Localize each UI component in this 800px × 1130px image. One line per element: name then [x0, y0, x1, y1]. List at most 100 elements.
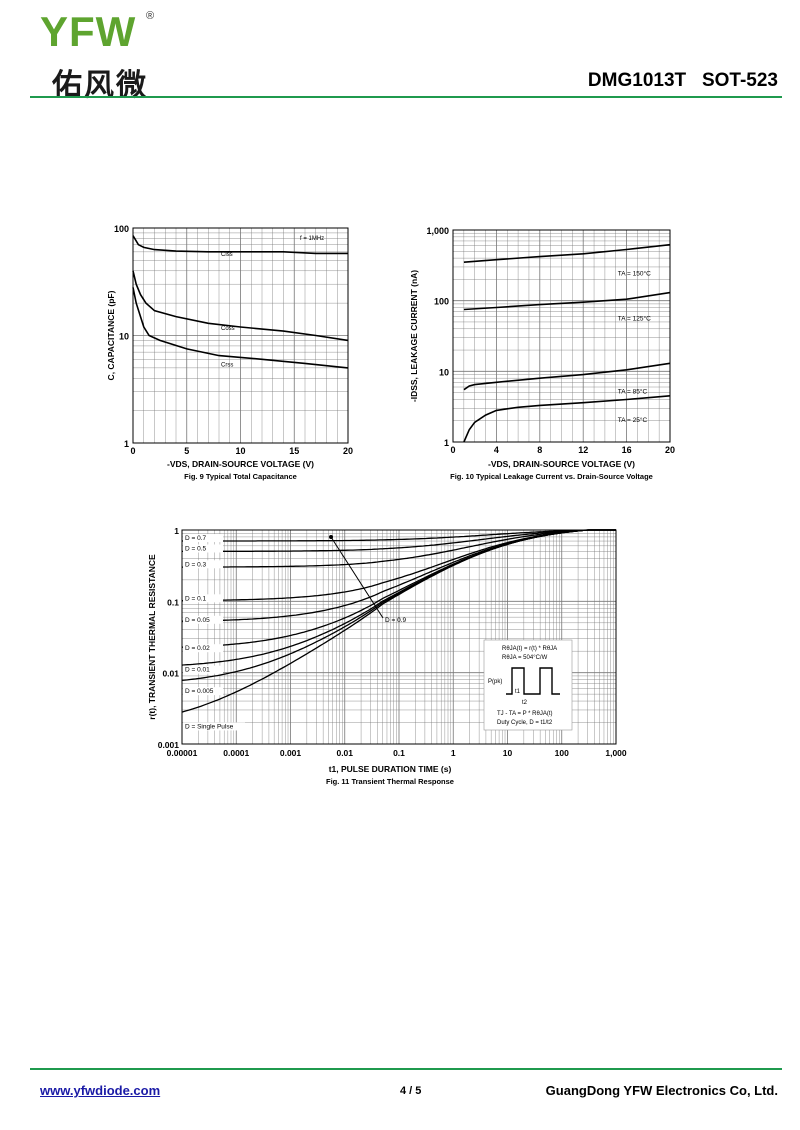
fig11-thermal-chart: D = 0.7 D = 0.5 D = 0.3 D = 0.1 D = 0.05 D = …	[147, 526, 627, 786]
series-label: D = 0.7	[185, 535, 207, 542]
series-label: Coss	[221, 326, 235, 332]
series-label: D = 0.3	[185, 561, 207, 568]
series-label: TA = 85°C	[618, 388, 648, 396]
x-tick-label: 20	[665, 445, 675, 455]
y-tick-label: 100	[114, 224, 129, 234]
figure-caption: Fig. 10 Typical Leakage Current vs. Drai…	[450, 472, 653, 481]
y-tick-label: 10	[439, 367, 449, 377]
plot-frame	[132, 227, 349, 444]
y-axis-label: r(t), TRANSIENT THERMAL RESISTANCE	[147, 554, 157, 720]
series-line	[182, 529, 616, 568]
y-tick-label: 0.01	[162, 669, 179, 679]
y-tick-label: 1,000	[426, 226, 449, 236]
y-tick-label: 1	[124, 439, 129, 449]
x-tick-label: 1,000	[605, 748, 627, 758]
series-line-coss	[132, 270, 349, 342]
x-tick-label: 15	[289, 446, 299, 456]
series-line	[181, 529, 616, 713]
inset-box	[483, 639, 573, 731]
series-label-bg	[183, 644, 223, 653]
series-line	[463, 291, 671, 311]
series-label: D = 0.1	[185, 595, 207, 602]
x-axis-label: -VDS, DRAIN-SOURCE VOLTAGE (V)	[488, 459, 635, 469]
series-label-bg	[183, 665, 223, 674]
series-label: D = 0.005	[185, 688, 214, 695]
series-line	[182, 529, 616, 553]
inset-formula-2: RθJA = 504°C/W	[502, 655, 548, 661]
website-link[interactable]: www.yfwdiode.com	[40, 1083, 161, 1098]
series-label: Crss	[221, 363, 233, 369]
annotation-pointer	[330, 536, 384, 619]
x-axis-label: -VDS, DRAIN-SOURCE VOLTAGE (V)	[167, 459, 314, 469]
series-label-bg	[183, 544, 223, 553]
footer-rule	[30, 1068, 782, 1070]
series-label: TA = 25°C	[618, 416, 648, 424]
x-tick-label: 20	[343, 446, 353, 456]
inset-formula-3: TJ - TA = P * RθJA(t)	[497, 711, 553, 717]
company-name: GuangDong YFW Electronics Co, Ltd.	[545, 1083, 778, 1098]
registered-mark: ®	[146, 10, 155, 22]
y-tick-label: 1	[444, 438, 449, 448]
annotation-frequency: f = 1MHz	[300, 236, 324, 242]
series-label-bg	[183, 534, 223, 543]
x-tick-label: 12	[578, 445, 588, 455]
x-axis-label: t1, PULSE DURATION TIME (s)	[329, 764, 452, 774]
figure-caption: Fig. 11 Transient Thermal Response	[326, 777, 454, 786]
part-number: DMG1013T SOT-523	[587, 70, 778, 91]
x-tick-label: 0.01	[336, 748, 353, 758]
inset-formula-4: Duty Cycle, D = t1/t2	[497, 720, 553, 726]
x-tick-label: 0.001	[280, 748, 302, 758]
x-tick-label: 0	[130, 446, 135, 456]
series-line	[182, 529, 616, 542]
series-label-bg	[183, 722, 245, 731]
y-tick-label: 1	[174, 526, 179, 536]
series-label: D = 0.05	[185, 617, 210, 624]
plot-frame	[452, 229, 671, 443]
series-label: D = 0.5	[185, 545, 207, 552]
header-rule	[30, 96, 782, 98]
y-axis-label: -IDSS, LEAKAGE CURRENT (nA)	[409, 270, 419, 402]
inset-pulse-waveform	[506, 667, 560, 695]
annotation-label: D = 0.9	[385, 617, 407, 624]
y-axis-label: C, CAPACITANCE (pF)	[106, 290, 116, 380]
x-tick-label: 4	[494, 445, 499, 455]
x-tick-label: 10	[235, 446, 245, 456]
series-label-bg	[183, 687, 223, 696]
series-label: D = Single Pulse	[185, 723, 234, 730]
series-label: TA = 150°C	[618, 269, 651, 277]
series-line	[463, 395, 671, 443]
series-label-bg	[183, 560, 223, 569]
plot-frame	[181, 529, 617, 745]
y-tick-label: 100	[434, 297, 449, 307]
inset-formula-1: RθJA(t) = r(t) * RθJA	[502, 646, 557, 652]
series-line	[463, 362, 671, 391]
x-tick-label: 10	[503, 748, 513, 758]
inset-t2-label: t2	[522, 700, 528, 706]
x-tick-label: 0.1	[393, 748, 405, 758]
x-tick-label: 16	[622, 445, 632, 455]
series-label: TA = 125°C	[618, 314, 651, 322]
figure-caption: Fig. 9 Typical Total Capacitance	[184, 472, 297, 481]
y-tick-label: 0.001	[158, 740, 180, 750]
series-line-crss	[132, 287, 349, 369]
page-number: 4 / 5	[400, 1085, 422, 1097]
inset-pulse-label: P(pk)	[488, 679, 502, 685]
x-tick-label: 0.0001	[223, 748, 249, 758]
x-tick-label: 5	[184, 446, 189, 456]
series-line-ciss	[132, 235, 348, 255]
series-line	[463, 243, 671, 263]
annotation-dot	[329, 535, 333, 539]
series-label: D = 0.02	[185, 645, 210, 652]
y-tick-label: 10	[119, 332, 129, 342]
series-label-bg	[183, 594, 223, 603]
fig10-leakage-chart: TA = 150°C TA = 125°C TA = 85°C TA = 25°C 0 4…	[409, 226, 675, 481]
x-tick-label: 0.00001	[167, 748, 198, 758]
inset-t1-label: t1	[515, 689, 521, 695]
x-tick-label: 8	[537, 445, 542, 455]
company-logo-latin: YFW	[40, 8, 137, 55]
x-tick-label: 1	[451, 748, 456, 758]
fig9-capacitance-chart: Ciss Coss Crss f = 1MHz 0 5 10 15 20 1 10 100 -VDS, …	[106, 224, 353, 481]
x-tick-label: 0	[450, 445, 455, 455]
y-tick-label: 0.1	[167, 597, 179, 607]
